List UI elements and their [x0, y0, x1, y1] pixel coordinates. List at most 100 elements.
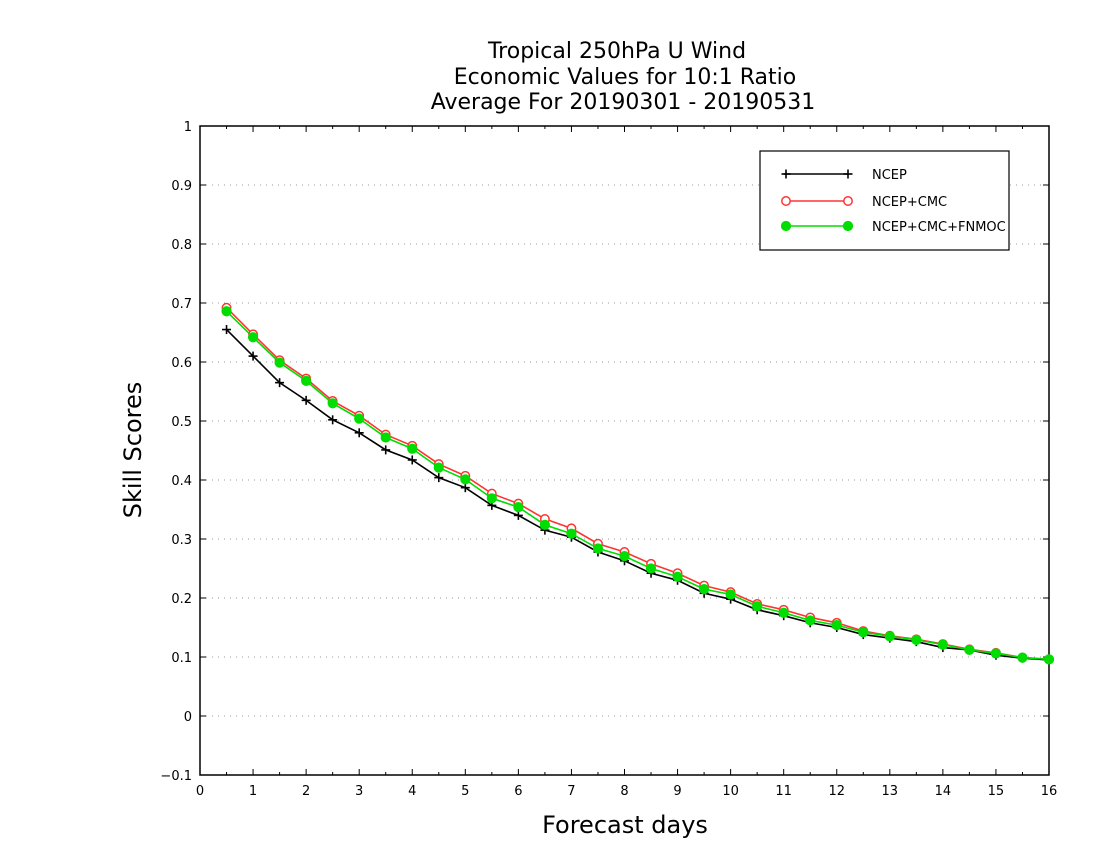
data-point [407, 455, 417, 465]
data-point [990, 648, 1002, 659]
data-point [884, 631, 895, 642]
data-point [1017, 652, 1028, 663]
x-tick-label: 1 [249, 784, 257, 799]
legend-item: NCEP+CMC [781, 195, 947, 210]
data-point [222, 325, 232, 335]
legend: NCEP NCEP+CMC NCEP+CMC+FNMOC [759, 150, 1010, 251]
x-tick-label: 16 [1041, 784, 1058, 799]
legend-marker [780, 220, 792, 232]
x-tick-label: 3 [355, 784, 363, 799]
y-tick-label: 0 [184, 710, 192, 725]
data-point [301, 395, 311, 405]
data-point [460, 483, 470, 493]
y-tick-label: 0.8 [171, 238, 192, 253]
data-point [698, 584, 710, 595]
series-layer [221, 302, 1055, 665]
data-point [911, 634, 922, 645]
data-point [1043, 654, 1055, 665]
series-ncep-cmc-fnmoc [221, 306, 1055, 665]
x-tick-label: 8 [620, 784, 628, 799]
title-line-1: Tropical 250hPa U Wind [487, 39, 746, 64]
data-point [301, 375, 312, 386]
x-tick-label: 15 [988, 784, 1005, 799]
y-tick-label: 0.2 [171, 592, 192, 607]
x-tick-label: 0 [196, 784, 204, 799]
data-point [434, 473, 444, 483]
x-tick-label: 13 [882, 784, 899, 799]
y-tick-label: 0.1 [171, 651, 192, 666]
data-point [327, 398, 338, 409]
legend-item: NCEP [781, 168, 907, 183]
legend-marker [781, 169, 791, 179]
y-tick-label: 0.3 [171, 533, 192, 548]
legend-item: NCEP+CMC+FNMOC [780, 220, 1006, 235]
data-point [752, 601, 763, 612]
y-tick-label: −0.1 [160, 769, 192, 784]
data-point [645, 563, 657, 574]
legend-marker [843, 169, 853, 179]
grid-lines [200, 184, 1049, 717]
legend-marker [842, 220, 854, 232]
y-tick-label: 0.9 [171, 179, 192, 194]
data-point [672, 571, 683, 582]
data-point [964, 644, 975, 656]
data-point [858, 627, 869, 638]
x-axis-title: Forecast days [542, 811, 708, 839]
y-tick-label: 0.6 [171, 356, 192, 371]
data-point [725, 589, 736, 600]
x-tick-label: 6 [514, 784, 522, 799]
x-tick-label: 11 [775, 784, 792, 799]
x-tick-label: 7 [567, 784, 575, 799]
y-axis-title: Skill Scores [119, 382, 147, 519]
data-point [592, 543, 604, 554]
data-point [513, 510, 523, 520]
data-point [805, 615, 816, 626]
axis-ticks: −0.100.10.20.30.40.50.60.70.80.910 1 2 3 4 5 6… [160, 120, 1057, 799]
data-point [354, 428, 364, 438]
data-point [328, 415, 338, 425]
data-point [778, 607, 789, 618]
legend-label: NCEP+CMC+FNMOC [872, 220, 1006, 235]
data-point [248, 351, 258, 361]
data-point [407, 443, 418, 454]
y-tick-label: 0.5 [171, 415, 192, 430]
series-line [225, 310, 1050, 661]
data-point [619, 551, 630, 562]
legend-marker [843, 196, 853, 206]
data-point [380, 432, 391, 443]
y-tick-label: 0.4 [171, 474, 192, 489]
data-point [831, 620, 842, 631]
x-tick-label: 5 [461, 784, 469, 799]
x-tick-label: 12 [828, 784, 845, 799]
data-point [486, 493, 497, 504]
title-line-2: Economic Values for 10:1 Ratio [454, 65, 796, 90]
series-ncep [222, 325, 1054, 665]
legend-label: NCEP+CMC [872, 195, 947, 210]
legend-label: NCEP [872, 168, 907, 183]
data-point [381, 445, 391, 455]
x-tick-label: 4 [408, 784, 416, 799]
data-point [275, 378, 285, 388]
legend-marker [781, 196, 791, 206]
data-point [354, 413, 365, 424]
y-tick-label: 1 [184, 120, 192, 135]
series-line [225, 328, 1050, 661]
x-tick-label: 9 [673, 784, 681, 799]
data-point [937, 639, 948, 650]
series-line [225, 307, 1050, 661]
y-tick-label: 0.7 [171, 297, 192, 312]
data-point [460, 474, 471, 485]
data-point [221, 306, 232, 317]
data-point [247, 332, 259, 343]
data-point [274, 357, 285, 368]
data-point [539, 519, 551, 530]
data-point [566, 528, 577, 539]
data-point [513, 502, 524, 513]
data-point [433, 462, 444, 473]
chart-title: Tropical 250hPa U Wind Economic Values f… [431, 39, 816, 115]
x-tick-label: 2 [302, 784, 310, 799]
series-ncep-cmc [221, 302, 1054, 665]
x-tick-label: 10 [722, 784, 739, 799]
title-line-3: Average For 20190301 - 20190531 [431, 90, 816, 115]
